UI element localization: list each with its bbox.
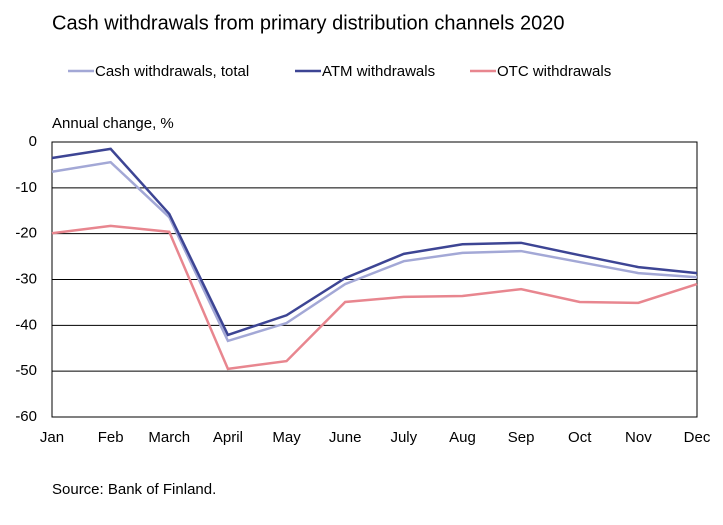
- x-tick-label: June: [329, 429, 362, 446]
- x-tick-label: July: [390, 429, 417, 446]
- series-line: [51, 224, 698, 371]
- series-line: [51, 160, 698, 343]
- legend-label: Cash withdrawals, total: [95, 63, 249, 80]
- series-line: [51, 147, 698, 337]
- legend-label: ATM withdrawals: [322, 63, 435, 80]
- x-tick-label: April: [213, 429, 243, 446]
- x-tick-label: March: [148, 429, 190, 446]
- y-tick-label: -60: [15, 408, 37, 425]
- x-tick-label: Aug: [449, 429, 476, 446]
- y-tick-label: -40: [15, 316, 37, 333]
- x-tick-label: Sep: [508, 429, 535, 446]
- y-axis-label: Annual change, %: [52, 115, 174, 132]
- y-tick-label: -10: [15, 179, 37, 196]
- y-tick-label: -20: [15, 225, 37, 242]
- x-tick-label: Nov: [625, 429, 652, 446]
- legend-label: OTC withdrawals: [497, 63, 611, 80]
- y-tick-label: 0: [29, 133, 37, 150]
- x-tick-label: Feb: [98, 429, 124, 446]
- source: Source: Bank of Finland.: [52, 481, 216, 498]
- x-tick-label: May: [272, 429, 301, 446]
- y-tick-label: -30: [15, 270, 37, 287]
- y-tick-label: -50: [15, 362, 37, 379]
- x-tick-label: Dec: [684, 429, 711, 446]
- x-tick-label: Oct: [568, 429, 592, 446]
- chart-title: Cash withdrawals from primary distributi…: [52, 12, 564, 34]
- x-tick-label: Jan: [40, 429, 64, 446]
